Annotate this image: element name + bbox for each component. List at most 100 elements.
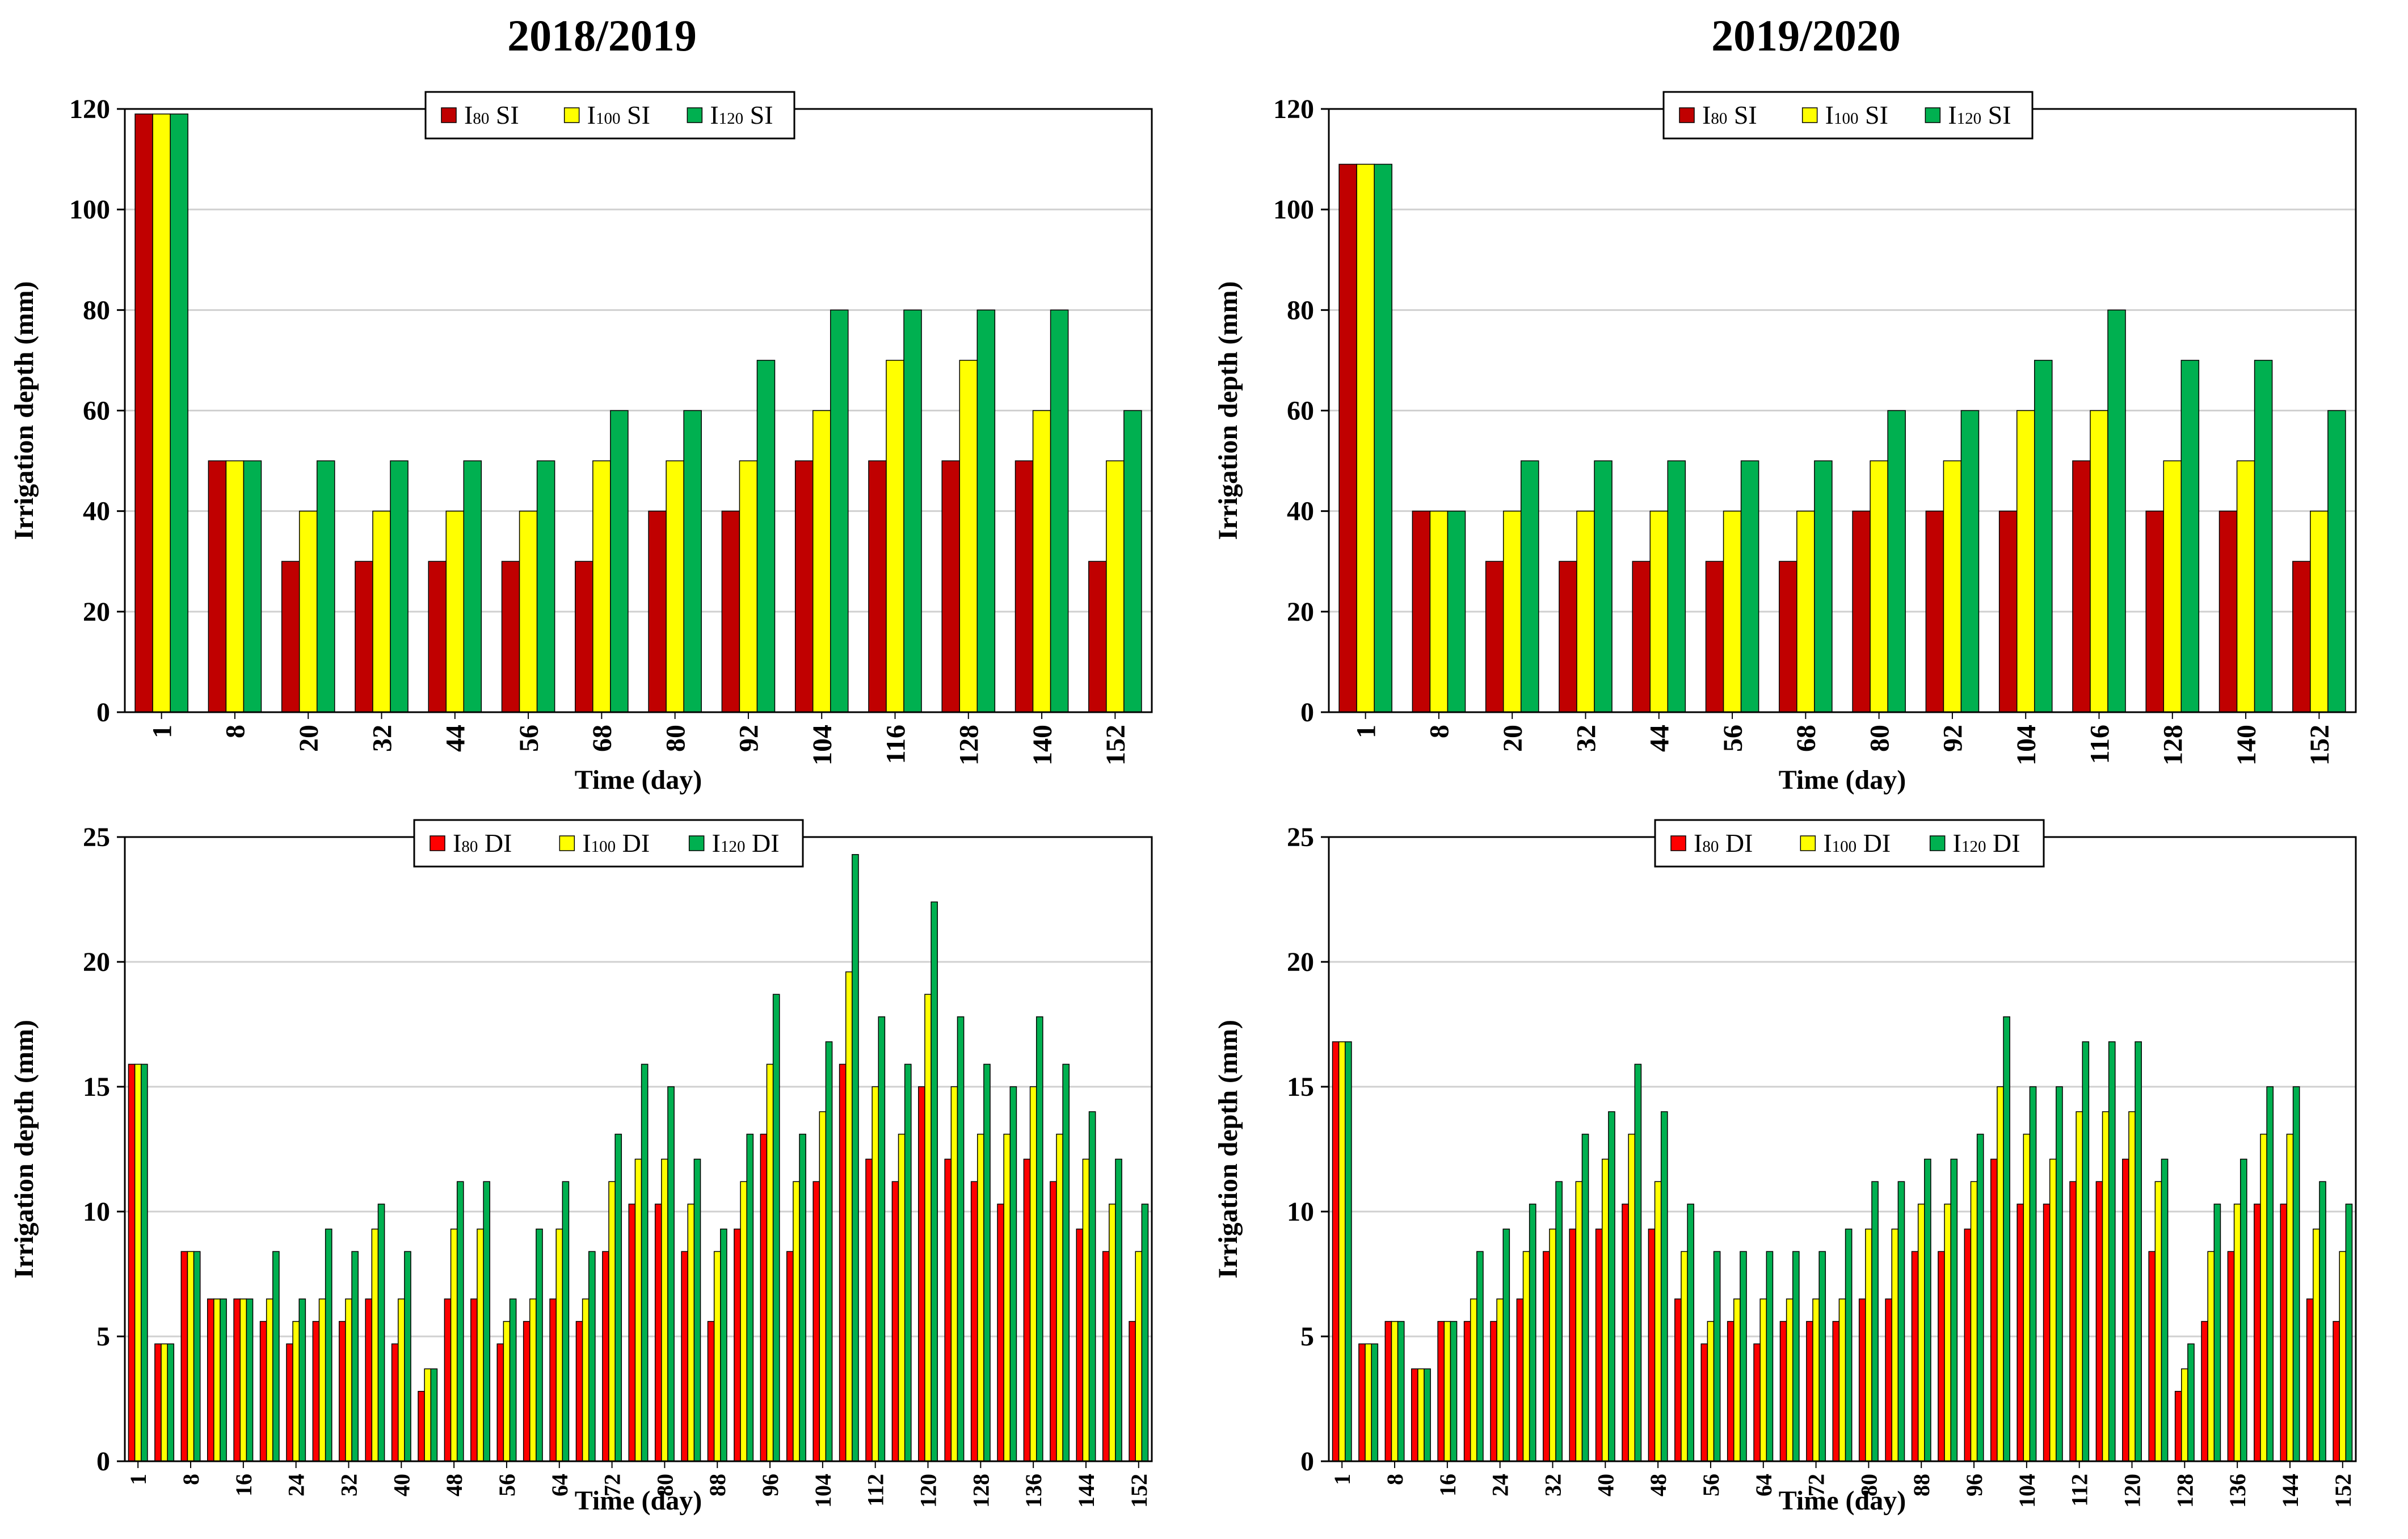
- bar: [1062, 1063, 1070, 1462]
- bar: [445, 510, 465, 713]
- x-tick-label: 72: [1804, 1474, 1829, 1496]
- x-tick-label: 1: [1329, 1474, 1355, 1485]
- bar: [562, 1181, 570, 1462]
- x-tick-label: 8: [221, 725, 251, 738]
- bars: [1332, 1016, 2353, 1462]
- bar: [1338, 163, 1357, 713]
- y-tick-label: 40: [1287, 497, 1314, 527]
- bar: [128, 1063, 136, 1462]
- bar: [1595, 1229, 1603, 1462]
- bar: [1450, 1321, 1458, 1462]
- bar: [213, 1298, 221, 1462]
- x-tick-label: 128: [2172, 1474, 2197, 1508]
- bar: [1964, 1229, 1972, 1462]
- bar: [1917, 1204, 1925, 1462]
- legend-label: I80 SI: [1702, 100, 1757, 129]
- x-tick-label: 128: [954, 725, 984, 766]
- bar: [592, 460, 611, 713]
- bar: [1601, 1158, 1609, 1462]
- bar: [2180, 360, 2200, 713]
- x-tick-label: 152: [2305, 725, 2335, 766]
- column-title-2019-2020: 2019/2020: [1711, 11, 1901, 60]
- x-tick-label: 112: [2067, 1474, 2093, 1507]
- x-tick-label: 104: [810, 1474, 836, 1508]
- bar: [687, 1204, 695, 1462]
- x-axis-label: Time (day): [575, 1486, 702, 1516]
- bar: [1356, 163, 1375, 713]
- bar: [1032, 410, 1051, 713]
- bar: [134, 113, 153, 713]
- bar: [707, 1321, 715, 1462]
- bar: [959, 360, 978, 713]
- bar: [1911, 1251, 1919, 1462]
- bar: [2128, 1111, 2136, 1462]
- bar: [1634, 1063, 1642, 1462]
- bar: [2292, 561, 2311, 713]
- y-axis-ticks: 0 20 40 60 80 100 120: [69, 94, 125, 728]
- bar: [1463, 1321, 1471, 1462]
- bar: [1806, 1321, 1813, 1462]
- bar: [298, 1298, 306, 1462]
- bar: [2254, 1204, 2261, 1462]
- bar: [1648, 1229, 1656, 1462]
- bars: [1338, 163, 2346, 713]
- y-tick-label: 20: [83, 947, 110, 977]
- x-tick-label: 88: [1909, 1474, 1934, 1496]
- bar: [610, 410, 629, 713]
- bar: [1779, 561, 1797, 713]
- bar: [193, 1251, 201, 1462]
- bar: [2154, 1181, 2162, 1462]
- bar: [588, 1251, 596, 1462]
- bar: [634, 1158, 642, 1462]
- bar: [654, 1204, 662, 1462]
- bar: [1990, 1158, 1998, 1462]
- bar: [2201, 1321, 2208, 1462]
- bar: [220, 1298, 227, 1462]
- legend: I80 SI I100 SI I120 SI: [1662, 91, 2034, 140]
- bar: [1332, 1041, 1340, 1462]
- gridlines: [1329, 208, 2356, 613]
- bar: [683, 410, 702, 713]
- bar: [2310, 510, 2329, 713]
- bar: [2049, 1158, 2057, 1462]
- bar: [1885, 1298, 1893, 1462]
- x-tick-label: 1: [1351, 725, 1381, 738]
- legend-box: [424, 91, 795, 140]
- x-tick-label: 56: [1718, 725, 1748, 752]
- bar: [1141, 1204, 1149, 1462]
- bar: [661, 1158, 668, 1462]
- bar: [1608, 1111, 1615, 1462]
- bar: [772, 994, 780, 1462]
- legend-swatch: [441, 107, 457, 123]
- bar: [501, 561, 520, 713]
- bar: [1581, 1133, 1589, 1462]
- legend-label: I120 SI: [710, 100, 773, 129]
- y-tick-label: 20: [1287, 947, 1314, 977]
- x-tick-label: 24: [1488, 1474, 1513, 1496]
- bar: [1814, 460, 1833, 713]
- bar: [2218, 510, 2238, 713]
- bar: [918, 1086, 925, 1462]
- x-tick-label: 8: [1425, 725, 1455, 738]
- bar: [225, 460, 245, 713]
- bar: [2280, 1204, 2288, 1462]
- x-tick-label: 92: [734, 725, 764, 752]
- y-tick-label: 0: [1300, 697, 1314, 728]
- bar: [1667, 460, 1686, 713]
- bar: [1520, 460, 1539, 713]
- bar: [1447, 510, 1466, 713]
- x-tick-label: 152: [1126, 1474, 1152, 1508]
- bar: [1029, 1086, 1037, 1462]
- x-tick-label: 80: [660, 725, 691, 752]
- x-tick-label: 64: [1751, 1474, 1776, 1496]
- bars: [134, 113, 1142, 713]
- y-tick-label: 5: [1300, 1322, 1314, 1352]
- y-tick-label: 20: [1287, 597, 1314, 627]
- bar: [1838, 1298, 1846, 1462]
- x-tick-label: 128: [2158, 725, 2188, 766]
- x-tick-label: 56: [1698, 1474, 1724, 1496]
- bar: [170, 113, 188, 713]
- x-axis-ticks: 1 8 20 32 44 56 68 80 92 104 116 128 140 152: [147, 712, 1131, 766]
- legend-swatch: [1929, 835, 1946, 851]
- bar: [391, 1343, 399, 1462]
